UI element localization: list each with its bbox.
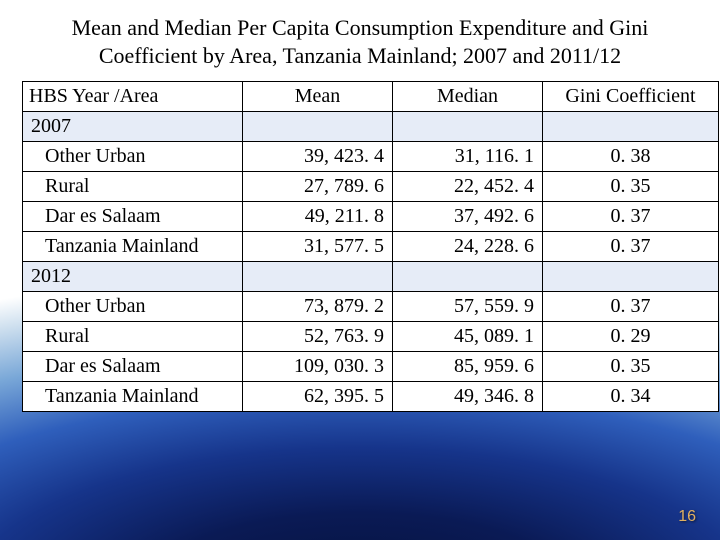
cell-mean: 31, 577. 5 [243,232,393,262]
table-row: Rural 27, 789. 6 22, 452. 4 0. 35 [23,172,719,202]
cell-area: 2012 [23,262,243,292]
cell-gini: 0. 37 [543,232,719,262]
cell-area: Rural [23,322,243,352]
cell-mean [243,262,393,292]
cell-median: 45, 089. 1 [393,322,543,352]
cell-gini: 0. 35 [543,172,719,202]
cell-median: 31, 116. 1 [393,142,543,172]
col-header-area: HBS Year /Area [23,82,243,112]
col-header-mean: Mean [243,82,393,112]
table-row: Dar es Salaam 109, 030. 3 85, 959. 6 0. … [23,352,719,382]
slide-title: Mean and Median Per Capita Consumption E… [30,14,690,69]
cell-gini: 0. 29 [543,322,719,352]
table-row: Other Urban 39, 423. 4 31, 116. 1 0. 38 [23,142,719,172]
cell-mean: 49, 211. 8 [243,202,393,232]
cell-median: 24, 228. 6 [393,232,543,262]
table-row: Other Urban 73, 879. 2 57, 559. 9 0. 37 [23,292,719,322]
cell-gini: 0. 34 [543,382,719,412]
cell-median: 85, 959. 6 [393,352,543,382]
cell-area: Rural [23,172,243,202]
table-header-row: HBS Year /Area Mean Median Gini Coeffici… [23,82,719,112]
cell-median: 57, 559. 9 [393,292,543,322]
cell-area: Dar es Salaam [23,202,243,232]
cell-area: Dar es Salaam [23,352,243,382]
col-header-gini: Gini Coefficient [543,82,719,112]
cell-median: 37, 492. 6 [393,202,543,232]
cell-gini: 0. 37 [543,292,719,322]
cell-mean: 62, 395. 5 [243,382,393,412]
cell-median [393,262,543,292]
cell-mean: 39, 423. 4 [243,142,393,172]
cell-gini [543,112,719,142]
table-row: Tanzania Mainland 62, 395. 5 49, 346. 8 … [23,382,719,412]
col-header-median: Median [393,82,543,112]
cell-gini: 0. 37 [543,202,719,232]
cell-area: Tanzania Mainland [23,232,243,262]
cell-mean [243,112,393,142]
cell-mean: 109, 030. 3 [243,352,393,382]
cell-area: Tanzania Mainland [23,382,243,412]
table-row: Tanzania Mainland 31, 577. 5 24, 228. 6 … [23,232,719,262]
cell-area: Other Urban [23,142,243,172]
cell-mean: 27, 789. 6 [243,172,393,202]
page-number: 16 [678,508,696,526]
cell-mean: 73, 879. 2 [243,292,393,322]
cell-median [393,112,543,142]
cell-area: 2007 [23,112,243,142]
consumption-table: HBS Year /Area Mean Median Gini Coeffici… [22,81,719,412]
table-section-row: 2012 [23,262,719,292]
cell-area: Other Urban [23,292,243,322]
cell-median: 49, 346. 8 [393,382,543,412]
table-row: Dar es Salaam 49, 211. 8 37, 492. 6 0. 3… [23,202,719,232]
cell-gini [543,262,719,292]
table-section-row: 2007 [23,112,719,142]
cell-mean: 52, 763. 9 [243,322,393,352]
cell-gini: 0. 38 [543,142,719,172]
cell-median: 22, 452. 4 [393,172,543,202]
cell-gini: 0. 35 [543,352,719,382]
slide: Mean and Median Per Capita Consumption E… [0,0,720,540]
table-row: Rural 52, 763. 9 45, 089. 1 0. 29 [23,322,719,352]
